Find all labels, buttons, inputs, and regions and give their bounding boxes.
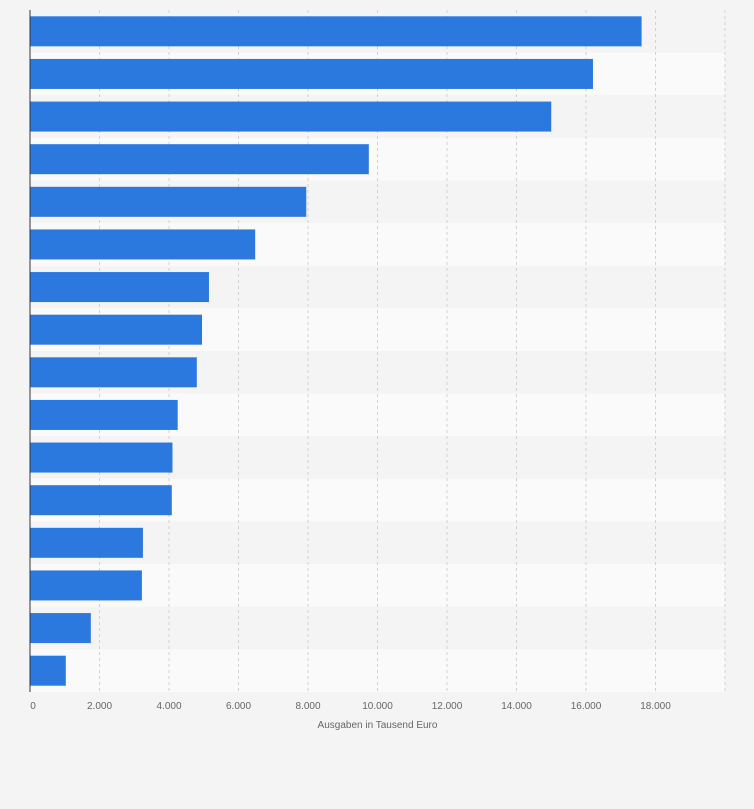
bar [30,655,66,686]
bar [30,314,203,345]
bar [30,101,552,132]
x-tick-label: 6.000 [226,701,251,712]
x-tick-label: 0 [30,701,36,712]
x-axis-title: Ausgaben in Tausend Euro [318,720,438,731]
x-tick-label: 10.000 [362,701,393,712]
x-tick-label: 14.000 [501,701,532,712]
bar [30,527,143,558]
bar [30,613,91,644]
x-tick-label: 16.000 [571,701,602,712]
bar [30,272,209,303]
x-tick-label: 4.000 [156,701,181,712]
x-tick-label: 8.000 [295,701,320,712]
bar [30,399,178,430]
bar-series [30,16,642,686]
bar [30,485,172,516]
x-tick-label: 18.000 [640,701,671,712]
bar [30,186,307,217]
bar [30,58,593,89]
x-tick-label: 12.000 [432,701,463,712]
bar [30,570,142,601]
bar [30,16,642,47]
bar [30,442,173,473]
bar [30,229,256,260]
x-tick-label: 2.000 [87,701,112,712]
bar [30,357,197,388]
x-axis-ticks: 0 2.000 4.000 6.000 8.000 10.000 12.000 14.000 1… [30,701,671,712]
bar [30,144,369,175]
